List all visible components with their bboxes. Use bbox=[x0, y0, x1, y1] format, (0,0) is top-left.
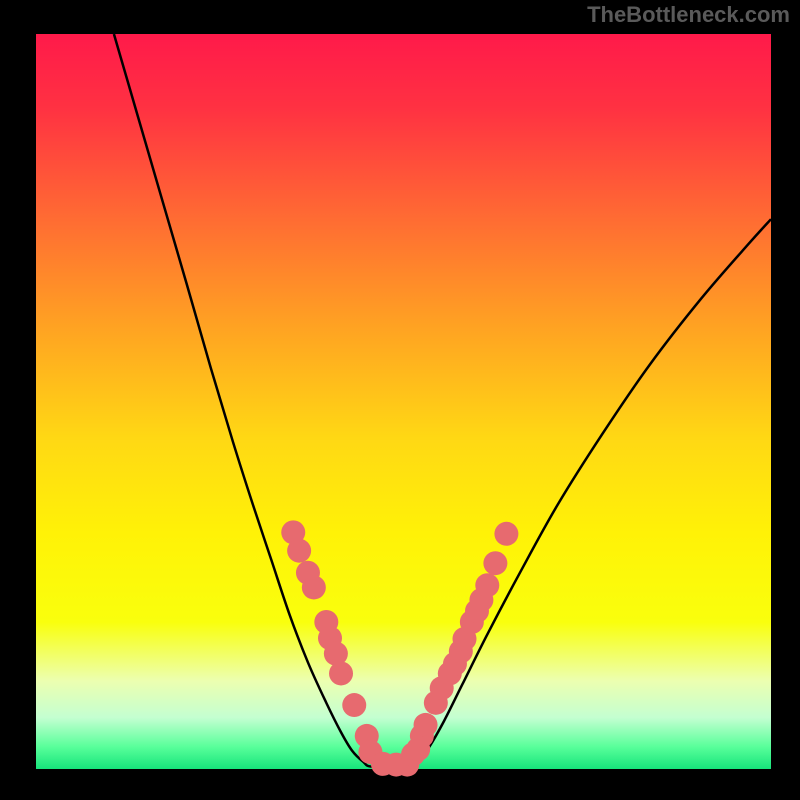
curve-marker bbox=[329, 661, 353, 685]
chart-container: TheBottleneck.com bbox=[0, 0, 800, 800]
curve-marker bbox=[414, 713, 438, 737]
curve-marker bbox=[483, 551, 507, 575]
bottleneck-chart bbox=[0, 0, 800, 800]
curve-marker bbox=[342, 693, 366, 717]
watermark-text: TheBottleneck.com bbox=[587, 2, 790, 28]
curve-marker bbox=[475, 573, 499, 597]
curve-marker bbox=[287, 539, 311, 563]
curve-marker bbox=[302, 575, 326, 599]
curve-marker bbox=[494, 522, 518, 546]
